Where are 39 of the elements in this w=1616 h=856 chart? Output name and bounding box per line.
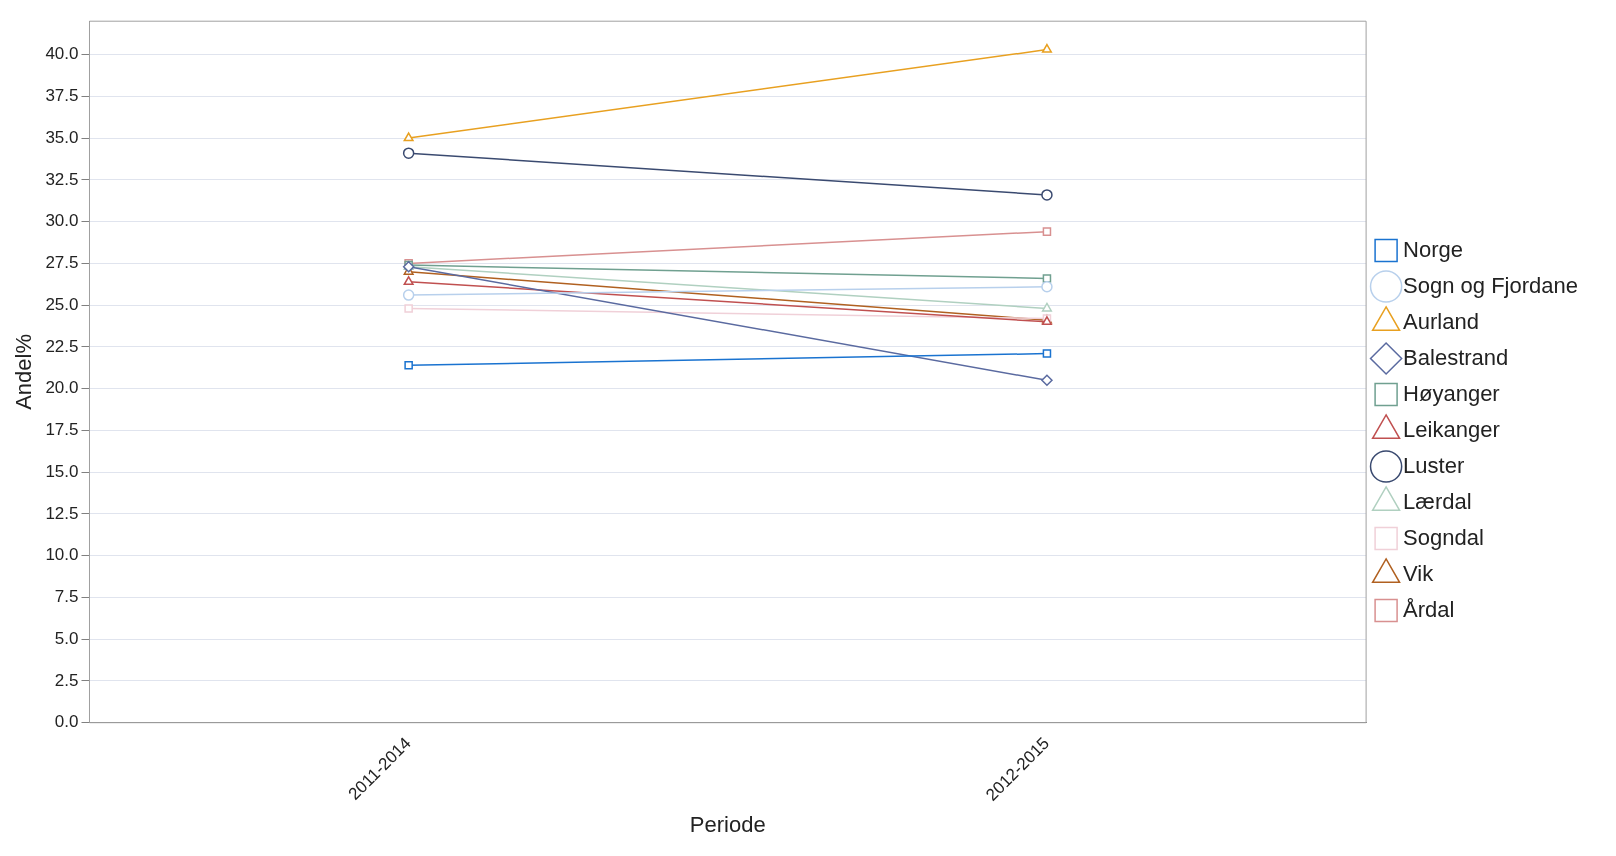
legend-label: Leikanger [1403, 416, 1500, 442]
point [1041, 374, 1053, 387]
legend-label: Sogndal [1403, 524, 1484, 550]
y-tick-label: 15.0 [45, 461, 79, 481]
point [402, 289, 415, 301]
legend-label: Høyanger [1403, 380, 1500, 406]
point [1042, 349, 1052, 358]
y-tick-label: 22.5 [45, 336, 79, 356]
y-tick-label: 40.0 [45, 44, 79, 64]
legend-label: Sogn og Fjordane [1403, 272, 1578, 298]
y-tick-label: 5.0 [54, 628, 79, 648]
legend-label: Norge [1403, 236, 1464, 262]
y-tick-label: 0.0 [54, 712, 79, 732]
y-tick-label: 10.0 [45, 545, 79, 565]
point [1042, 227, 1052, 236]
y-tick-label: 25.0 [45, 294, 79, 314]
point [1041, 281, 1053, 293]
y-axis-title: Andel% [11, 334, 37, 410]
legend-label: Aurland [1403, 308, 1479, 334]
y-tick-label: 27.5 [45, 253, 79, 273]
point [402, 147, 415, 159]
point [404, 360, 413, 370]
point [404, 304, 413, 313]
y-tick-label: 2.5 [54, 670, 79, 690]
legend-label: Vik [1403, 560, 1435, 586]
legend-label: Balestrand [1403, 344, 1509, 370]
y-tick-label: 32.5 [45, 169, 79, 189]
point [1041, 189, 1053, 201]
y-tick-label: 35.0 [45, 127, 79, 147]
y-tick-label: 20.0 [45, 378, 79, 398]
y-tick-label: 7.5 [54, 587, 79, 607]
y-tick-label: 30.0 [45, 211, 79, 231]
y-tick-label: 17.5 [45, 420, 79, 440]
y-tick-label: 12.5 [45, 503, 79, 523]
legend-label: Luster [1403, 452, 1465, 478]
legend-label: Lærdal [1403, 488, 1472, 514]
legend-label: Årdal [1403, 596, 1455, 622]
x-axis-title: Periode [689, 811, 766, 837]
y-tick-label: 37.5 [45, 86, 79, 106]
